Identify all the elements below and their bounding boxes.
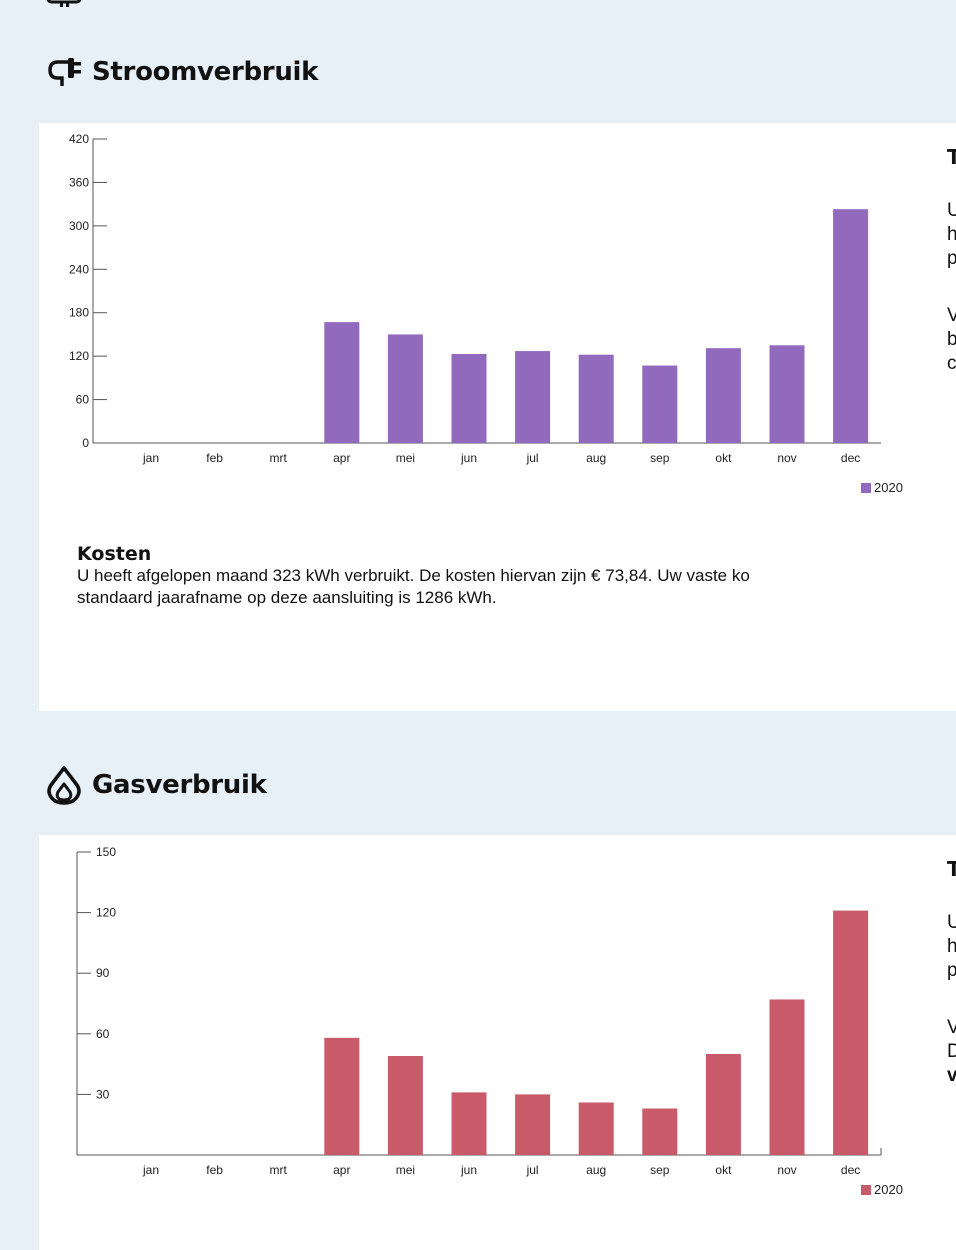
y-tick-label: 60 xyxy=(96,1027,110,1041)
bar-apr xyxy=(324,1037,360,1155)
y-tick-label: 180 xyxy=(69,306,89,320)
side-line: h xyxy=(947,224,956,245)
x-tick-label: apr xyxy=(333,1163,350,1177)
flame-icon xyxy=(47,766,81,805)
kosten-block: Kosten U heeft afgelopen maand 323 kWh v… xyxy=(77,543,956,609)
plug-icon xyxy=(46,0,82,7)
x-tick-label: sep xyxy=(650,1163,670,1177)
kosten-heading: Kosten xyxy=(77,543,152,565)
gas-chart: 30 60 90 120 150 jan feb mrt apr mei jun jul aug sep o… xyxy=(76,845,882,1177)
gas-side-heading: T xyxy=(947,857,956,881)
x-tick-label: apr xyxy=(333,451,350,465)
x-tick-label: dec xyxy=(841,1163,860,1177)
electricity-section-title: Stroomverbruik xyxy=(46,54,318,90)
y-tick-label: 240 xyxy=(69,262,89,276)
x-tick-label: jun xyxy=(460,1163,477,1177)
side-line: V xyxy=(947,305,956,326)
bar-mei xyxy=(387,334,423,443)
legend-label: 2020 xyxy=(874,480,903,495)
x-tick-label: nov xyxy=(777,451,796,465)
gas-section-title: Gasverbruik xyxy=(46,765,267,805)
side-line: D xyxy=(947,1041,956,1062)
bar-aug xyxy=(578,1102,614,1155)
chart-axes: 0 60 120 180 240 300 360 420 xyxy=(69,132,881,450)
x-tick-label: jul xyxy=(526,1163,539,1177)
y-tick-label: 120 xyxy=(69,349,89,363)
gas-side-paragraph-1: U h p xyxy=(947,911,956,983)
electricity-chart: 0 60 120 180 240 300 360 420 jan feb mrt apr mei jun j… xyxy=(69,132,881,465)
y-tick-label: 150 xyxy=(96,845,116,859)
bar-sep xyxy=(642,365,678,443)
x-tick-label: mrt xyxy=(270,451,288,465)
bar-jun xyxy=(451,1092,487,1155)
y-tick-label: 420 xyxy=(69,132,89,146)
x-tick-label: mrt xyxy=(270,1163,288,1177)
bar-mei xyxy=(387,1056,423,1155)
kosten-text-line-2: standaard jaarafname op deze aansluiting… xyxy=(77,588,497,607)
side-line: p xyxy=(947,960,956,981)
legend-swatch xyxy=(861,1184,871,1195)
y-tick-label: 360 xyxy=(69,175,89,189)
x-tick-label: aug xyxy=(586,1163,606,1177)
bar-nov xyxy=(769,999,805,1155)
x-tick-label: aug xyxy=(586,451,606,465)
electricity-title: Stroomverbruik xyxy=(92,57,319,87)
x-tick-label: jan xyxy=(142,1163,159,1177)
side-line: V xyxy=(947,1017,956,1038)
x-tick-label: dec xyxy=(841,451,860,465)
electricity-side-paragraph-1: U h p xyxy=(947,199,956,271)
legend-label: 2020 xyxy=(874,1182,903,1197)
gas-side-paragraph-2: V D v xyxy=(947,1016,956,1088)
side-line: p xyxy=(947,248,956,269)
x-tick-label: nov xyxy=(777,1163,796,1177)
bar-okt xyxy=(705,348,741,443)
side-line: U xyxy=(947,912,956,933)
y-tick-label: 90 xyxy=(96,966,110,980)
x-tick-label: jun xyxy=(460,451,477,465)
bar-apr xyxy=(324,322,360,443)
electricity-card: 0 60 120 180 240 300 360 420 jan feb mrt apr mei jun j… xyxy=(39,123,956,711)
side-line: h xyxy=(947,936,956,957)
x-tick-label: mei xyxy=(396,451,415,465)
bar-jul xyxy=(515,1094,551,1155)
bar-sep xyxy=(642,1108,678,1155)
electricity-legend: 2020 xyxy=(861,480,903,495)
y-tick-label: 60 xyxy=(76,393,90,407)
x-tick-label: feb xyxy=(206,451,223,465)
x-tick-label: mei xyxy=(396,1163,415,1177)
bar-okt xyxy=(705,1054,741,1155)
legend-swatch xyxy=(861,482,871,493)
x-tick-label: sep xyxy=(650,451,670,465)
x-tick-label: okt xyxy=(715,451,732,465)
y-tick-label: 0 xyxy=(82,436,89,450)
x-tick-label: jul xyxy=(526,451,539,465)
side-line: v xyxy=(947,1065,956,1086)
gas-title: Gasverbruik xyxy=(92,770,267,800)
electricity-side-heading: T xyxy=(947,145,956,169)
bar-nov xyxy=(769,345,805,443)
side-line: c xyxy=(947,353,956,374)
plug-icon xyxy=(48,58,81,86)
bar-jul xyxy=(515,351,551,443)
bar-aug xyxy=(578,354,614,443)
x-tick-label: jan xyxy=(142,451,159,465)
kosten-text-line-1: U heeft afgelopen maand 323 kWh verbruik… xyxy=(77,566,750,585)
x-tick-label: feb xyxy=(206,1163,223,1177)
bar-dec xyxy=(833,209,869,443)
side-line: U xyxy=(947,200,956,221)
bar-dec xyxy=(833,910,869,1155)
y-tick-label: 300 xyxy=(69,219,89,233)
gas-legend: 2020 xyxy=(861,1182,903,1197)
electricity-side-paragraph-2: V b c xyxy=(947,304,956,376)
bar-jun xyxy=(451,353,487,443)
y-tick-label: 30 xyxy=(96,1087,110,1101)
gas-card: 30 60 90 120 150 jan feb mrt apr mei jun jul aug sep o… xyxy=(39,835,956,1250)
side-line: b xyxy=(947,329,956,350)
x-tick-label: okt xyxy=(715,1163,732,1177)
y-tick-label: 120 xyxy=(96,906,116,920)
